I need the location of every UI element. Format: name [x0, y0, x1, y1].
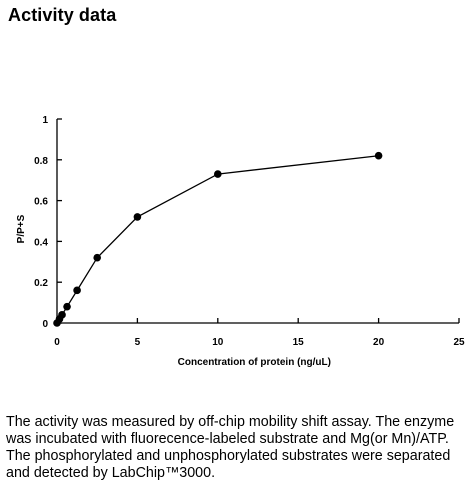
x-tick-label: 25: [453, 337, 465, 348]
x-tick-label: 20: [373, 337, 385, 348]
data-point: [133, 213, 142, 221]
x-tick-label: 10: [212, 337, 224, 348]
chart-series: [53, 151, 383, 327]
x-tick-label: 0: [54, 337, 60, 348]
y-tick-label: 0.8: [34, 156, 48, 167]
chart-axes: 00.20.40.60.810 5 10 15 20 25: [34, 115, 465, 348]
y-tick-label: 0.4: [34, 237, 48, 248]
y-tick-label: 0.2: [34, 278, 48, 289]
data-point: [73, 286, 81, 295]
x-axis-title: Concentration of protein (ng/uL): [178, 357, 331, 368]
data-point: [58, 311, 66, 319]
data-point: [93, 253, 101, 262]
series-line: [56, 155, 379, 324]
assay-description: The activity was measured by off-chip mo…: [6, 414, 455, 481]
x-tick-label: 5: [135, 337, 141, 348]
data-point: [214, 170, 222, 178]
data-point: [63, 302, 71, 311]
activity-chart: 00.20.40.60.810 5 10 15 20 25 P/P+S Concentra…: [16, 115, 465, 368]
y-tick-label: 0.6: [34, 197, 48, 208]
x-tick-label: 15: [293, 337, 305, 348]
page-title: Activity data: [8, 5, 117, 25]
data-point: [374, 151, 383, 160]
y-tick-label: 0: [42, 319, 48, 330]
y-axis-title: P/P+S: [16, 214, 27, 243]
y-tick-label: 1: [42, 115, 48, 126]
